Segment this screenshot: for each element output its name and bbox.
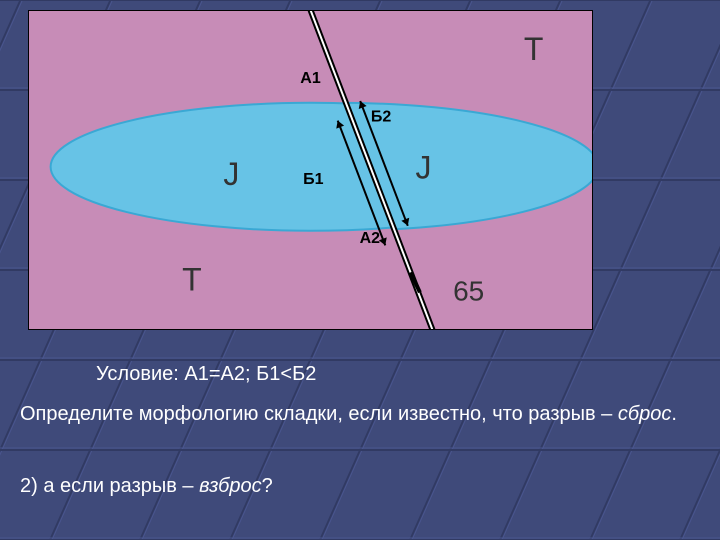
label-B2: Б2 (371, 108, 392, 125)
question-1-italic: сброс (618, 403, 672, 425)
label-dip: 65 (453, 276, 484, 307)
label-B1: Б1 (303, 171, 324, 188)
label-A1: А1 (300, 70, 321, 87)
condition-text: Условие: А1=А2; Б1<Б2 (96, 363, 316, 386)
question-2-italic: взброс (199, 475, 262, 497)
label-A2: А2 (360, 230, 381, 247)
label-J_right: J (416, 149, 432, 185)
question-1: Определите морфологию складки, если изве… (20, 403, 677, 426)
question-2-pre: 2) а если разрыв – (20, 475, 199, 497)
question-2-post: ? (262, 475, 273, 497)
question-2: 2) а если разрыв – взброс? (20, 475, 273, 498)
label-T_lower: T (182, 261, 202, 297)
geology-cross-section: T T J J А1 Б2 Б1 А2 65 (28, 10, 593, 330)
label-J_left: J (223, 156, 239, 192)
label-T_upper: T (524, 31, 544, 67)
question-1-post: . (671, 403, 677, 425)
question-1-pre: Определите морфологию складки, если изве… (20, 403, 618, 425)
